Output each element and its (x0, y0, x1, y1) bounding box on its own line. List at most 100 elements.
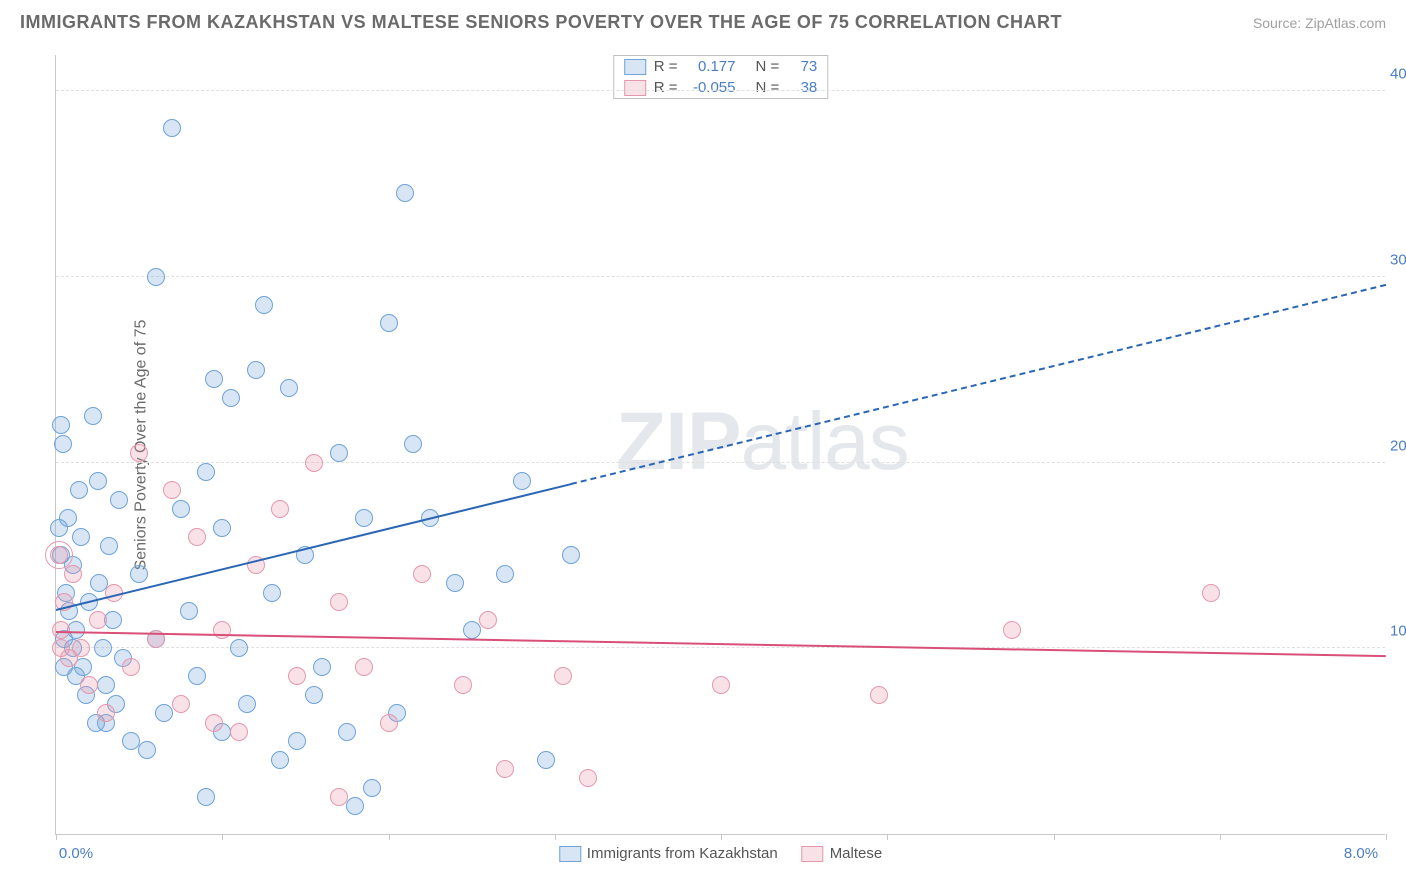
n-label: N = (756, 79, 780, 96)
n-value: 73 (787, 58, 817, 75)
data-point (355, 509, 373, 527)
data-point (230, 639, 248, 657)
data-point (172, 695, 190, 713)
watermark-bold: ZIP (616, 396, 741, 487)
data-point (330, 444, 348, 462)
y-tick-label: 30.0% (1390, 251, 1406, 268)
data-point (380, 314, 398, 332)
data-point (404, 435, 422, 453)
data-point (230, 723, 248, 741)
data-point (130, 565, 148, 583)
data-point (479, 611, 497, 629)
data-point (330, 593, 348, 611)
data-point (1003, 621, 1021, 639)
data-point (222, 389, 240, 407)
series-legend: Immigrants from Kazakhstan Maltese (559, 845, 882, 862)
data-point (396, 184, 414, 202)
data-point (562, 546, 580, 564)
gridline (56, 276, 1385, 277)
chart-header: IMMIGRANTS FROM KAZAKHSTAN VS MALTESE SE… (0, 12, 1406, 33)
data-point (513, 472, 531, 490)
data-point (130, 444, 148, 462)
legend-item: Immigrants from Kazakhstan (559, 845, 778, 862)
x-tick (56, 834, 57, 840)
data-point (138, 741, 156, 759)
scatter-chart: Seniors Poverty Over the Age of 75 ZIPat… (55, 55, 1385, 835)
x-tick (721, 834, 722, 840)
data-point (355, 658, 373, 676)
outlier-marker (45, 541, 73, 569)
trend-line (571, 284, 1386, 485)
data-point (155, 704, 173, 722)
data-point (188, 528, 206, 546)
data-point (70, 481, 88, 499)
data-point (870, 686, 888, 704)
data-point (59, 509, 77, 527)
x-tick (887, 834, 888, 840)
x-tick-label: 0.0% (59, 845, 93, 862)
data-point (97, 676, 115, 694)
data-point (122, 732, 140, 750)
data-point (197, 463, 215, 481)
data-point (255, 296, 273, 314)
watermark: ZIPatlas (616, 395, 909, 489)
data-point (579, 769, 597, 787)
data-point (305, 686, 323, 704)
stats-legend-row: R = -0.055 N = 38 (614, 77, 828, 98)
data-point (247, 361, 265, 379)
data-point (180, 602, 198, 620)
data-point (122, 658, 140, 676)
n-value: 38 (787, 79, 817, 96)
data-point (205, 370, 223, 388)
data-point (80, 676, 98, 694)
r-label: R = (654, 79, 678, 96)
data-point (446, 574, 464, 592)
data-point (197, 788, 215, 806)
trend-line (56, 631, 1386, 657)
data-point (213, 519, 231, 537)
data-point (346, 797, 364, 815)
legend-swatch (624, 59, 646, 75)
data-point (712, 676, 730, 694)
r-value: 0.177 (686, 58, 736, 75)
gridline (56, 462, 1385, 463)
data-point (305, 454, 323, 472)
data-point (147, 268, 165, 286)
data-point (537, 751, 555, 769)
data-point (72, 639, 90, 657)
x-tick (222, 834, 223, 840)
chart-title: IMMIGRANTS FROM KAZAKHSTAN VS MALTESE SE… (20, 12, 1062, 33)
data-point (463, 621, 481, 639)
data-point (238, 695, 256, 713)
data-point (496, 565, 514, 583)
n-label: N = (756, 58, 780, 75)
data-point (363, 779, 381, 797)
data-point (1202, 584, 1220, 602)
legend-swatch (802, 846, 824, 862)
data-point (313, 658, 331, 676)
data-point (100, 537, 118, 555)
legend-item: Maltese (802, 845, 883, 862)
legend-swatch (624, 80, 646, 96)
data-point (163, 119, 181, 137)
data-point (554, 667, 572, 685)
r-value: -0.055 (686, 79, 736, 96)
data-point (496, 760, 514, 778)
x-tick (555, 834, 556, 840)
x-tick (1386, 834, 1387, 840)
r-label: R = (654, 58, 678, 75)
data-point (52, 416, 70, 434)
data-point (188, 667, 206, 685)
y-tick-label: 20.0% (1390, 437, 1406, 454)
x-tick-label: 8.0% (1344, 845, 1378, 862)
data-point (64, 565, 82, 583)
y-tick-label: 40.0% (1390, 66, 1406, 83)
data-point (205, 714, 223, 732)
data-point (288, 667, 306, 685)
data-point (110, 491, 128, 509)
stats-legend: R = 0.177 N = 73 R = -0.055 N = 38 (613, 55, 829, 99)
data-point (72, 528, 90, 546)
data-point (54, 435, 72, 453)
data-point (89, 472, 107, 490)
data-point (163, 481, 181, 499)
